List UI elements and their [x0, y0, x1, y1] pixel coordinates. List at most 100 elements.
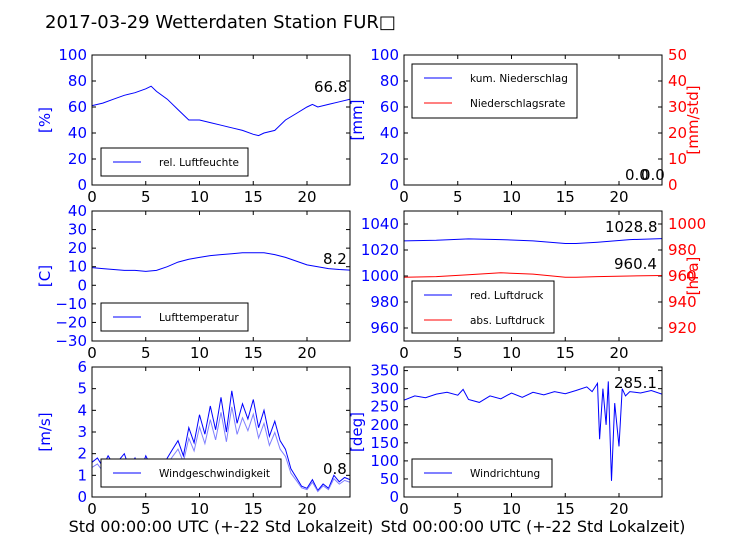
x-tick-label: 20: [609, 188, 628, 206]
plot-frame: [403, 366, 663, 498]
panel-humidity: 0 5 10 15 20 0 20 40 60 80 100 [%] rel. Luftfeuchte 6…: [36, 46, 351, 206]
y-axis-label: [%]: [36, 107, 54, 133]
y-axis-label: [deg]: [348, 412, 366, 452]
last-value-annotation: 960.4: [614, 255, 657, 273]
y-tick-label: 0: [389, 488, 399, 506]
legend-label: rel. Luftfeuchte: [159, 157, 239, 169]
series-line-1: [404, 238, 662, 244]
y-tick-label: 10: [68, 258, 87, 276]
legend-label: red. Luftdruck: [470, 290, 544, 302]
y-tick-label: 60: [68, 98, 87, 116]
y-tick-label: 0: [389, 176, 399, 194]
plot-frame: [403, 54, 663, 186]
x-tick-label: 20: [609, 500, 628, 518]
x-tick-label: 10: [190, 500, 209, 518]
x-tick-label: 10: [502, 344, 521, 362]
y-tick-label: 5: [77, 380, 87, 398]
y-tick-label: 100: [370, 46, 399, 64]
last-value-annotation: 285.1: [614, 374, 657, 392]
y-tick-label: 50: [380, 470, 399, 488]
y2-axis-label: [mm/std]: [684, 85, 702, 154]
x-tick-label: 5: [141, 500, 151, 518]
y-tick-label: 1000: [361, 267, 399, 285]
y2-tick-label: 0: [668, 176, 678, 194]
y-tick-label: 200: [370, 416, 399, 434]
y2-tick-label: 1000: [668, 215, 706, 233]
x-tick-label: 15: [556, 188, 575, 206]
x-tick-label: 0: [399, 188, 409, 206]
x-tick-label: 10: [190, 188, 209, 206]
y-tick-label: 300: [370, 380, 399, 398]
x-tick-label: 15: [556, 344, 575, 362]
x-tick-label: 0: [87, 500, 97, 518]
y-tick-label: 980: [370, 293, 399, 311]
y2-tick-label: 40: [668, 72, 687, 90]
y-axis-label: [mm]: [348, 100, 366, 141]
y-tick-label: 100: [370, 452, 399, 470]
x-tick-label: 20: [297, 188, 316, 206]
last-value-annotation: 8.2: [323, 250, 347, 268]
legend-label: Niederschlagsrate: [470, 98, 565, 110]
series-line-1: [92, 252, 350, 272]
x-tick-label: 5: [453, 344, 463, 362]
y-tick-label: 20: [380, 150, 399, 168]
y-tick-label: 40: [68, 202, 87, 220]
figure-title: 2017-03-29 Wetterdaten Station FUR□: [45, 12, 396, 33]
legend-box: [411, 63, 578, 119]
series-line-2: [404, 272, 662, 278]
y-tick-label: 40: [68, 124, 87, 142]
y-tick-label: −20: [55, 313, 87, 331]
x-tick-label: 15: [244, 500, 263, 518]
x-axis-label-right: Std 00:00:00 UTC (+-22 Std Lokalzeit): [381, 517, 686, 536]
y-tick-label: 20: [68, 239, 87, 257]
x-tick-label: 0: [87, 188, 97, 206]
y-tick-label: 350: [370, 362, 399, 380]
x-tick-label: 15: [244, 188, 263, 206]
y-tick-label: 4: [77, 401, 87, 419]
panel-pressure: 0 5 10 15 20 960 980 1000 1020 1040 920 940 960 980 10…: [361, 210, 706, 362]
y2-tick-label: 20: [668, 124, 687, 142]
y-tick-label: 20: [68, 150, 87, 168]
y-tick-label: 2: [77, 445, 87, 463]
y2-tick-label: 980: [668, 241, 697, 259]
x-tick-label: 5: [141, 188, 151, 206]
y-tick-label: 150: [370, 434, 399, 452]
y-tick-label: 60: [380, 98, 399, 116]
x-tick-label: 20: [297, 500, 316, 518]
x-tick-label: 15: [556, 500, 575, 518]
last-value-annotation: 0.8: [323, 460, 347, 478]
y-tick-label: 1: [77, 466, 87, 484]
series-line-1: [404, 381, 662, 481]
legend-label: Windgeschwindigkeit: [159, 468, 270, 480]
legend-label: Windrichtung: [470, 468, 540, 480]
x-tick-label: 0: [87, 344, 97, 362]
y-tick-label: −30: [55, 332, 87, 350]
plot-frame: [91, 210, 351, 342]
y-tick-label: 1020: [361, 241, 399, 259]
x-axis-label-left: Std 00:00:00 UTC (+-22 Std Lokalzeit): [69, 517, 374, 536]
y2-axis-label: [hPa]: [684, 257, 702, 296]
y2-tick-label: 30: [668, 98, 687, 116]
y-tick-label: 1040: [361, 215, 399, 233]
x-tick-label: 20: [609, 344, 628, 362]
y-tick-label: 100: [58, 46, 87, 64]
legend-label: kum. Niederschlag: [470, 73, 568, 85]
x-tick-label: 0: [399, 500, 409, 518]
y2-tick-label: 50: [668, 46, 687, 64]
y-tick-label: 6: [77, 358, 87, 376]
plot-frame: [403, 210, 663, 342]
legend-box: [411, 280, 555, 334]
x-tick-label: 0: [399, 344, 409, 362]
panel-precip: 0 5 10 15 20 0 20 40 60 80 100 0 10 20 30 40 50 [mm] [mm/s…: [348, 46, 702, 206]
x-tick-label: 5: [453, 188, 463, 206]
legend-label: Lufttemperatur: [159, 312, 239, 324]
x-tick-label: 5: [141, 344, 151, 362]
y-tick-label: 960: [370, 319, 399, 337]
x-tick-label: 20: [297, 344, 316, 362]
y2-tick-label: 10: [668, 150, 687, 168]
y2-tick-label: 960: [668, 267, 697, 285]
y2-tick-label: 940: [668, 293, 697, 311]
series-line-1: [92, 390, 350, 492]
y-tick-label: 0: [77, 488, 87, 506]
